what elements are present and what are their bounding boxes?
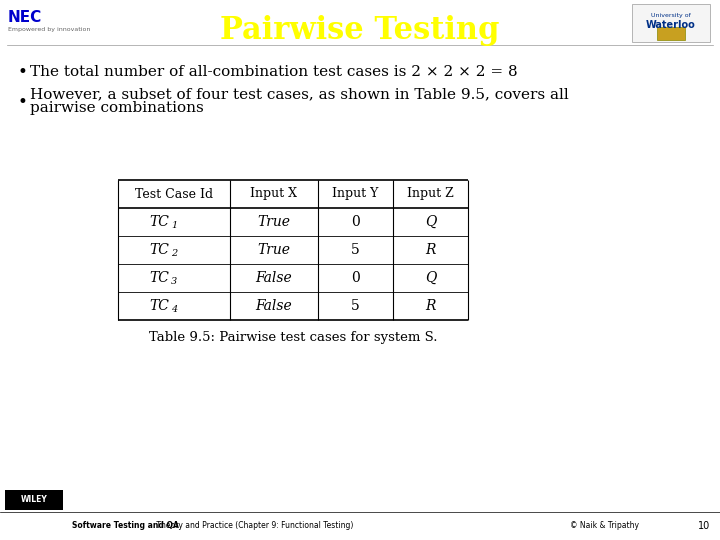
Text: True: True bbox=[258, 243, 290, 257]
Text: Theory and Practice (Chapter 9: Functional Testing): Theory and Practice (Chapter 9: Function… bbox=[154, 522, 354, 530]
Text: 5: 5 bbox=[351, 243, 360, 257]
Text: Waterloo: Waterloo bbox=[646, 20, 696, 30]
Text: However, a subset of four test cases, as shown in Table 9.5, covers all: However, a subset of four test cases, as… bbox=[30, 87, 569, 101]
Text: Input Z: Input Z bbox=[407, 187, 454, 200]
Text: R: R bbox=[426, 243, 436, 257]
Text: Software Testing and QA: Software Testing and QA bbox=[72, 522, 179, 530]
Text: Q: Q bbox=[425, 215, 436, 229]
Text: WILEY: WILEY bbox=[21, 496, 48, 504]
Text: Input X: Input X bbox=[251, 187, 297, 200]
Text: 1: 1 bbox=[171, 221, 177, 231]
Text: The total number of all-combination test cases is 2 × 2 × 2 = 8: The total number of all-combination test… bbox=[30, 65, 518, 79]
Text: False: False bbox=[256, 271, 292, 285]
Text: TC: TC bbox=[149, 299, 169, 313]
Text: 2: 2 bbox=[171, 249, 177, 259]
Text: TC: TC bbox=[149, 243, 169, 257]
Text: University of: University of bbox=[651, 12, 691, 17]
Text: Input Y: Input Y bbox=[333, 187, 379, 200]
Text: TC: TC bbox=[149, 215, 169, 229]
Text: True: True bbox=[258, 215, 290, 229]
Text: NEC: NEC bbox=[8, 10, 42, 25]
Text: Table 9.5: Pairwise test cases for system S.: Table 9.5: Pairwise test cases for syste… bbox=[149, 332, 437, 345]
Text: 10: 10 bbox=[698, 521, 710, 531]
Text: •: • bbox=[18, 93, 28, 111]
Text: 4: 4 bbox=[171, 306, 177, 314]
Text: Empowered by innovation: Empowered by innovation bbox=[8, 26, 91, 31]
Text: © Naik & Tripathy: © Naik & Tripathy bbox=[570, 522, 639, 530]
Text: TC: TC bbox=[149, 271, 169, 285]
Text: Pairwise Testing: Pairwise Testing bbox=[220, 15, 500, 45]
Text: pairwise combinations: pairwise combinations bbox=[30, 101, 204, 115]
FancyBboxPatch shape bbox=[632, 4, 710, 42]
Text: False: False bbox=[256, 299, 292, 313]
Bar bbox=[5, 490, 63, 510]
Text: Q: Q bbox=[425, 271, 436, 285]
Text: Test Case Id: Test Case Id bbox=[135, 187, 213, 200]
Bar bbox=[657, 27, 685, 40]
Text: 0: 0 bbox=[351, 271, 360, 285]
Text: •: • bbox=[18, 63, 28, 81]
Text: R: R bbox=[426, 299, 436, 313]
Text: 0: 0 bbox=[351, 215, 360, 229]
Text: 5: 5 bbox=[351, 299, 360, 313]
Text: 3: 3 bbox=[171, 278, 177, 287]
